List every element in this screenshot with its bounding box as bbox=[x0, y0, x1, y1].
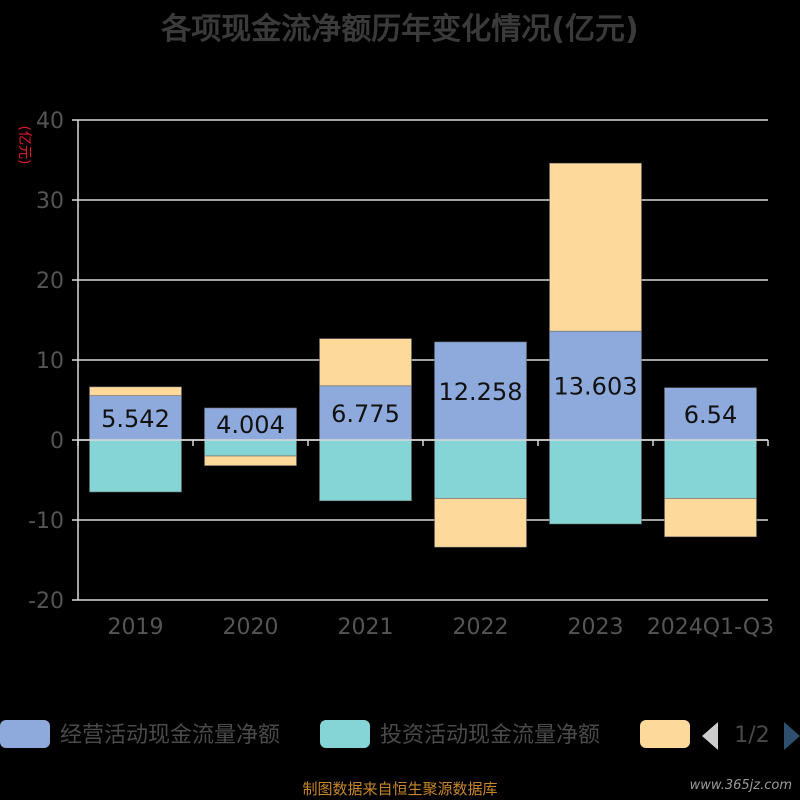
bar-segment[interactable] bbox=[549, 162, 642, 332]
legend: 经营活动现金流量净额 投资活动现金流量净额 1/2 bbox=[0, 720, 800, 750]
legend-swatch[interactable] bbox=[640, 720, 690, 748]
y-tick-label: 30 bbox=[36, 189, 64, 214]
x-tick-label: 2023 bbox=[568, 615, 624, 640]
y-tick-label: 20 bbox=[36, 269, 64, 294]
legend-swatch[interactable] bbox=[0, 720, 50, 748]
watermark: www.365jz.com bbox=[689, 778, 792, 793]
y-tick-label: 0 bbox=[50, 429, 64, 454]
y-tick-label: -10 bbox=[28, 509, 64, 534]
bar-segment[interactable] bbox=[204, 439, 297, 457]
bar-segment[interactable] bbox=[434, 439, 527, 499]
data-label: 12.258 bbox=[439, 378, 523, 406]
legend-prev-icon[interactable] bbox=[702, 722, 718, 750]
bar-segment[interactable] bbox=[204, 407, 297, 441]
x-tick-label: 2021 bbox=[338, 615, 394, 640]
bar-segment[interactable] bbox=[434, 341, 527, 441]
legend-label[interactable]: 投资活动现金流量净额 bbox=[380, 723, 600, 748]
y-axis-label: (亿元) bbox=[16, 126, 32, 165]
axes: -20 -10 0 10 20 30 40 2019 2020 2021 2022 2023 2024Q… bbox=[28, 109, 774, 640]
data-label-group: 5.542 4.004 6.775 12.258 13.603 6.54 bbox=[101, 373, 737, 439]
bar-segment[interactable] bbox=[549, 330, 642, 441]
bar-segment[interactable] bbox=[319, 439, 412, 502]
bar-segment[interactable] bbox=[89, 386, 182, 396]
x-tick-label: 2022 bbox=[453, 615, 509, 640]
bar-segment[interactable] bbox=[664, 387, 757, 441]
bar-segment[interactable] bbox=[664, 439, 757, 499]
data-label: 13.603 bbox=[554, 373, 638, 401]
legend-swatch[interactable] bbox=[320, 720, 370, 748]
data-label: 4.004 bbox=[216, 411, 285, 439]
y-tick-label: 40 bbox=[36, 109, 64, 134]
legend-page-indicator: 1/2 bbox=[734, 723, 769, 748]
bar-segment[interactable] bbox=[664, 498, 757, 538]
legend-next-icon[interactable] bbox=[784, 722, 800, 750]
bar-segment[interactable] bbox=[434, 498, 527, 548]
data-label: 6.775 bbox=[331, 400, 400, 428]
y-tick-label: 10 bbox=[36, 349, 64, 374]
y-tick-label: -20 bbox=[28, 589, 64, 614]
x-tick-label: 2024Q1-Q3 bbox=[647, 615, 774, 640]
bar-group bbox=[89, 162, 757, 548]
bar-segment[interactable] bbox=[549, 439, 642, 525]
legend-label[interactable]: 经营活动现金流量净额 bbox=[60, 723, 280, 748]
chart-title: 各项现金流净额历年变化情况(亿元) bbox=[161, 12, 639, 47]
bar-segment[interactable] bbox=[89, 439, 182, 493]
bar-segment[interactable] bbox=[319, 338, 412, 387]
data-label: 5.542 bbox=[101, 405, 170, 433]
data-label: 6.54 bbox=[684, 401, 737, 429]
source-footer: 制图数据来自恒生聚源数据库 bbox=[302, 780, 498, 798]
bar-segment[interactable] bbox=[204, 455, 297, 466]
x-tick-label: 2019 bbox=[108, 615, 164, 640]
x-tick-label: 2020 bbox=[223, 615, 279, 640]
